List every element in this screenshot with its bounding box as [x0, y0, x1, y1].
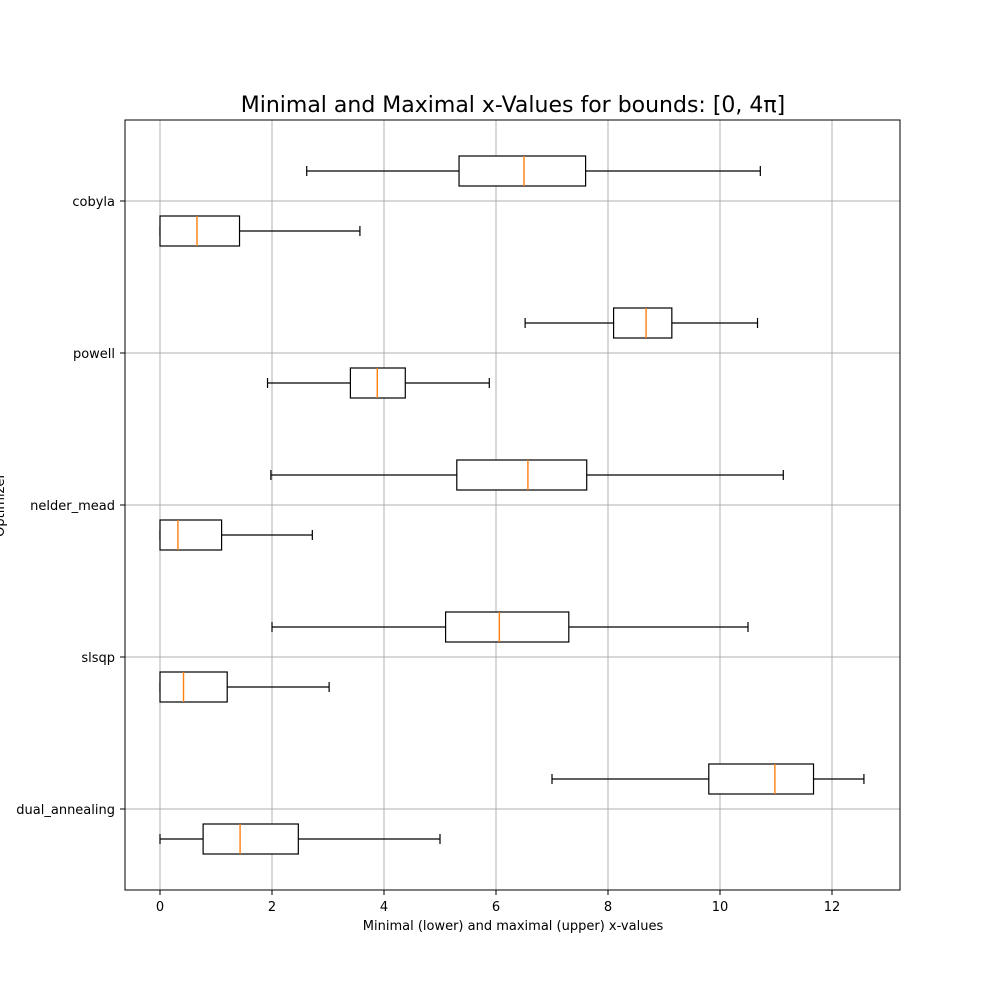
- box-lower-dual-annealing: [159, 823, 441, 855]
- y-tick-label-cobyla: cobyla: [72, 195, 115, 210]
- x-axis-label: Minimal (lower) and maximal (upper) x-va…: [363, 919, 664, 934]
- y-tick-label-nelder-mead: nelder_mead: [30, 499, 115, 514]
- box-lower-cobyla: [159, 215, 361, 247]
- y-tick-label-dual-annealing: dual_annealing: [16, 803, 115, 818]
- box-layer: [159, 155, 865, 855]
- box-iqr: [612, 307, 673, 339]
- box-iqr: [445, 611, 570, 643]
- box-iqr: [708, 763, 815, 795]
- x-tick-label: 12: [824, 900, 841, 915]
- x-tick-label: 4: [380, 900, 388, 915]
- box-upper-slsqp: [271, 611, 749, 643]
- box-upper-cobyla: [306, 155, 761, 187]
- box-upper-powell: [524, 307, 759, 339]
- box-iqr: [456, 459, 588, 491]
- y-tick-label-powell: powell: [73, 347, 115, 362]
- x-tick-label: 6: [492, 900, 500, 915]
- y-axis-label: Optimizer: [0, 473, 8, 537]
- box-lower-slsqp: [159, 671, 330, 703]
- box-upper-dual-annealing: [551, 763, 865, 795]
- x-tick-label: 10: [712, 900, 729, 915]
- box-iqr: [159, 519, 223, 551]
- box-lower-powell: [266, 367, 490, 399]
- x-tick-label: 8: [604, 900, 612, 915]
- axis-layer: 0 2 4 6 8 10 12 dual_annealing slsqp nelder_mead p…: [16, 195, 840, 915]
- box-lower-nelder-mead: [159, 519, 313, 551]
- y-tick-label-slsqp: slsqp: [81, 651, 115, 666]
- box-iqr: [202, 823, 299, 855]
- x-tick-label: 0: [156, 900, 164, 915]
- box-upper-nelder-mead: [270, 459, 784, 491]
- grid-layer: [125, 120, 900, 890]
- box-iqr: [159, 671, 228, 703]
- chart-title: Minimal and Maximal x-Values for bounds:…: [241, 93, 785, 118]
- x-tick-label: 2: [268, 900, 276, 915]
- box-iqr: [159, 215, 241, 247]
- box-iqr: [458, 155, 587, 187]
